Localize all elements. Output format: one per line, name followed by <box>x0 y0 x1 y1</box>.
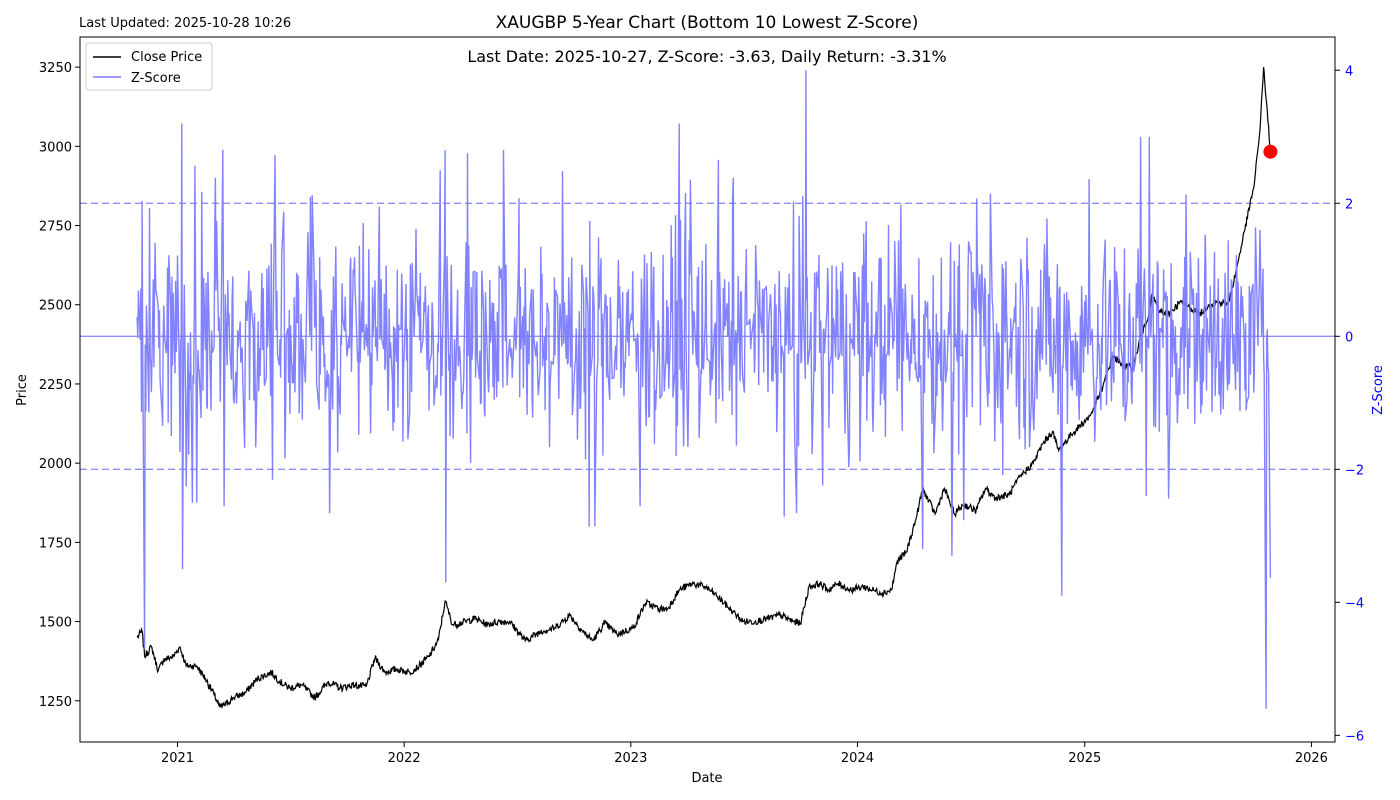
x-date-axis: 2021 2022 2023 2024 2025 2026 <box>161 742 1328 766</box>
x-tick-label: 2026 <box>1295 751 1328 766</box>
x-axis-label: Date <box>691 771 722 786</box>
y-left-tick-label: 2500 <box>39 299 72 314</box>
y-left-tick-label: 2750 <box>39 220 72 235</box>
x-tick-label: 2021 <box>161 751 194 766</box>
right-zscore-axis: −6 −4 −2 0 2 4 <box>1335 64 1364 744</box>
y-right-tick-label: −6 <box>1345 729 1364 744</box>
zscore-line <box>136 70 1272 709</box>
y-left-tick-label: 1250 <box>39 695 72 710</box>
y-right-tick-label: 2 <box>1345 197 1353 212</box>
y-right-tick-label: −2 <box>1345 463 1364 478</box>
legend-box <box>85 42 213 91</box>
y-left-tick-label: 1500 <box>39 616 72 631</box>
left-price-axis: 1250 1500 1750 2000 2250 2500 2750 3000 3250 <box>39 61 80 710</box>
y-axis-left-label: Price <box>15 374 30 406</box>
y-axis-right-label: Z-Score <box>1371 365 1386 415</box>
y-left-tick-label: 3000 <box>39 140 72 155</box>
plot-frame <box>79 36 1336 743</box>
zscore-series-layer <box>136 70 1272 709</box>
x-tick-label: 2023 <box>614 751 647 766</box>
plot-area <box>80 67 1335 709</box>
x-tick-label: 2024 <box>841 751 874 766</box>
legend: Close Price Z-Score <box>85 42 213 91</box>
x-tick-label: 2022 <box>388 751 421 766</box>
chart-title: XAUGBP 5-Year Chart (Bottom 10 Lowest Z-… <box>496 13 919 33</box>
annotation-text: Last Date: 2025-10-27, Z-Score: -3.63, D… <box>467 47 946 66</box>
y-right-tick-label: 4 <box>1345 64 1353 79</box>
highlight-point-marker <box>1263 144 1278 159</box>
x-tick-label: 2025 <box>1068 751 1101 766</box>
y-right-tick-label: 0 <box>1345 330 1353 345</box>
close-price-line <box>136 67 1271 709</box>
legend-zscore-label: Z-Score <box>131 71 181 86</box>
y-left-tick-label: 3250 <box>39 61 72 76</box>
y-right-tick-label: −4 <box>1345 596 1364 611</box>
y-left-tick-label: 2000 <box>39 457 72 472</box>
legend-close-price-label: Close Price <box>131 50 202 65</box>
price-series-layer <box>136 67 1271 709</box>
y-left-tick-label: 1750 <box>39 536 72 551</box>
y-left-tick-label: 2250 <box>39 378 72 393</box>
last-updated-label: Last Updated: 2025-10-28 10:26 <box>79 16 291 31</box>
